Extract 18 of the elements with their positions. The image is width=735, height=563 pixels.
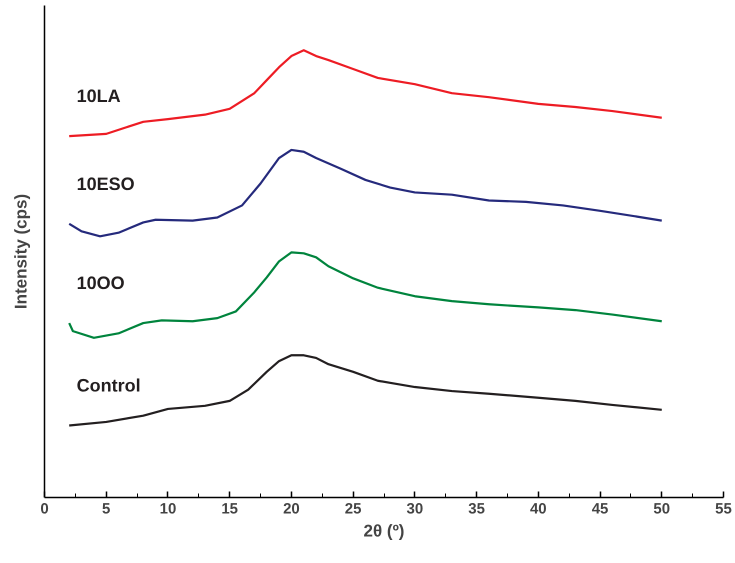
x-tick-label: 10	[160, 500, 176, 518]
x-tick-label: 50	[653, 500, 670, 518]
x-tick-label: 20	[283, 500, 300, 518]
x-tick-label: 25	[344, 500, 362, 518]
x-tick-label: 40	[530, 500, 547, 518]
x-tick-label: 0	[40, 500, 49, 518]
x-axis-title: 2θ (º)	[364, 522, 404, 540]
x-tick-label: 30	[406, 500, 424, 518]
series-label: Control	[76, 375, 141, 396]
x-tick-label: 15	[221, 500, 238, 518]
series-label: 10LA	[76, 86, 121, 106]
series-label: 10ESO	[76, 174, 135, 194]
x-tick-label: 55	[715, 500, 732, 518]
y-axis-title: Intensity (cps)	[12, 194, 30, 310]
series-label: 10OO	[76, 273, 125, 294]
x-tick-label: 45	[592, 500, 608, 518]
x-tick-label: 5	[102, 500, 110, 518]
x-tick-label: 35	[468, 500, 485, 518]
